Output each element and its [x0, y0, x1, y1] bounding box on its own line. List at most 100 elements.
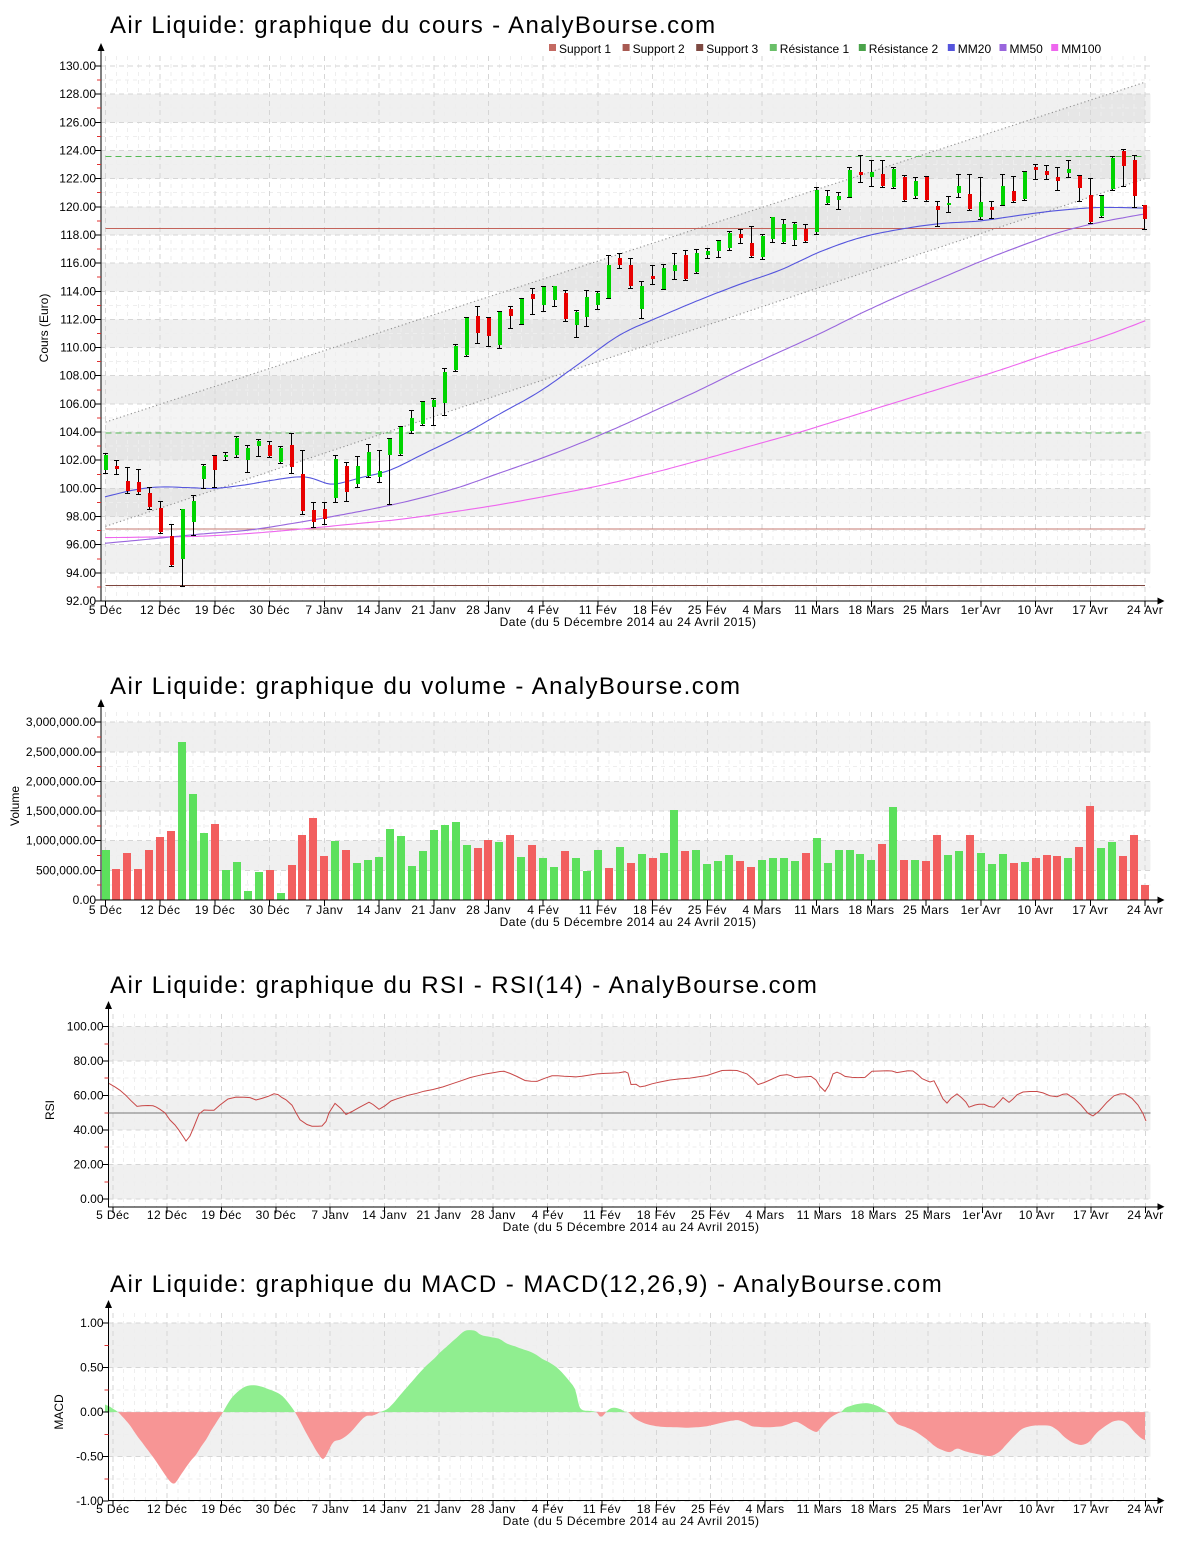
svg-text:28 Janv: 28 Janv — [471, 1208, 516, 1222]
svg-text:17 Avr: 17 Avr — [1072, 903, 1108, 917]
svg-text:500,000.00: 500,000.00 — [36, 863, 96, 877]
svg-text:Cours (Euro): Cours (Euro) — [37, 294, 51, 363]
svg-text:18 Mars: 18 Mars — [848, 903, 894, 917]
svg-text:Air Liquide: graphique du RSI: Air Liquide: graphique du RSI - RSI(14) … — [110, 972, 818, 999]
svg-text:7 Janv: 7 Janv — [311, 1208, 349, 1222]
svg-text:10 Avr: 10 Avr — [1017, 603, 1053, 617]
svg-text:104.00: 104.00 — [59, 425, 96, 439]
svg-text:24 Avr: 24 Avr — [1127, 1208, 1163, 1222]
svg-text:4 Fév: 4 Fév — [532, 1208, 564, 1222]
svg-text:21 Janv: 21 Janv — [416, 1502, 461, 1516]
svg-text:Résistance 2: Résistance 2 — [869, 42, 939, 56]
svg-text:5 Déc: 5 Déc — [96, 1502, 129, 1516]
svg-text:14 Janv: 14 Janv — [357, 603, 402, 617]
svg-text:21 Janv: 21 Janv — [411, 903, 456, 917]
svg-text:2,000,000.00: 2,000,000.00 — [26, 774, 96, 788]
svg-text:7 Janv: 7 Janv — [305, 603, 343, 617]
svg-text:1,000,000.00: 1,000,000.00 — [26, 834, 96, 848]
svg-text:Date (du 5 Décembre 2014 au 24: Date (du 5 Décembre 2014 au 24 Avril 201… — [500, 915, 757, 929]
svg-text:24 Avr: 24 Avr — [1127, 1502, 1163, 1516]
svg-text:Air Liquide: graphique du MACD: Air Liquide: graphique du MACD - MACD(12… — [110, 1271, 943, 1298]
svg-text:124.00: 124.00 — [59, 144, 96, 158]
svg-text:18 Mars: 18 Mars — [848, 603, 894, 617]
svg-text:2,500,000.00: 2,500,000.00 — [26, 745, 96, 759]
svg-text:18 Fév: 18 Fév — [633, 603, 672, 617]
svg-text:28 Janv: 28 Janv — [466, 903, 511, 917]
svg-text:110.00: 110.00 — [60, 341, 96, 355]
svg-text:25 Mars: 25 Mars — [903, 903, 949, 917]
svg-text:3,000,000.00: 3,000,000.00 — [26, 715, 96, 729]
svg-text:MM100: MM100 — [1061, 42, 1101, 56]
svg-text:5 Déc: 5 Déc — [96, 1208, 129, 1222]
svg-text:7 Janv: 7 Janv — [305, 903, 343, 917]
svg-text:108.00: 108.00 — [59, 369, 96, 383]
svg-text:12 Déc: 12 Déc — [147, 1208, 187, 1222]
svg-text:1er Avr: 1er Avr — [961, 903, 1002, 917]
svg-text:Résistance 1: Résistance 1 — [780, 42, 850, 56]
svg-text:4 Mars: 4 Mars — [742, 603, 781, 617]
svg-text:18 Fév: 18 Fév — [637, 1502, 676, 1516]
svg-text:4 Fév: 4 Fév — [527, 903, 559, 917]
svg-text:5 Déc: 5 Déc — [89, 903, 122, 917]
svg-text:1er Avr: 1er Avr — [962, 1502, 1003, 1516]
svg-text:12 Déc: 12 Déc — [140, 903, 180, 917]
svg-text:RSI: RSI — [43, 1100, 57, 1120]
svg-text:-1.00: -1.00 — [76, 1494, 104, 1508]
svg-text:80.00: 80.00 — [73, 1054, 103, 1068]
svg-text:114.00: 114.00 — [60, 284, 96, 298]
svg-text:60.00: 60.00 — [73, 1089, 103, 1103]
svg-text:24 Avr: 24 Avr — [1127, 603, 1163, 617]
svg-text:18 Fév: 18 Fév — [637, 1208, 676, 1222]
svg-text:21 Janv: 21 Janv — [416, 1208, 461, 1222]
svg-text:25 Mars: 25 Mars — [905, 1502, 951, 1516]
svg-text:0.00: 0.00 — [73, 893, 97, 907]
svg-text:18 Mars: 18 Mars — [851, 1502, 897, 1516]
svg-text:14 Janv: 14 Janv — [357, 903, 402, 917]
svg-text:11 Fév: 11 Fév — [579, 903, 617, 917]
svg-text:17 Avr: 17 Avr — [1073, 1502, 1109, 1516]
svg-text:10 Avr: 10 Avr — [1019, 1502, 1055, 1516]
svg-text:0.00: 0.00 — [80, 1405, 104, 1419]
svg-text:30 Déc: 30 Déc — [256, 1502, 296, 1516]
svg-text:19 Déc: 19 Déc — [201, 1502, 241, 1516]
svg-text:-0.50: -0.50 — [76, 1450, 104, 1464]
svg-text:MACD: MACD — [52, 1394, 66, 1430]
svg-text:25 Fév: 25 Fév — [688, 903, 727, 917]
svg-text:18 Mars: 18 Mars — [851, 1208, 897, 1222]
svg-text:Air Liquide: graphique du cour: Air Liquide: graphique du cours - AnalyB… — [110, 12, 716, 39]
svg-text:25 Mars: 25 Mars — [903, 603, 949, 617]
svg-text:4 Fév: 4 Fév — [532, 1502, 564, 1516]
svg-text:12 Déc: 12 Déc — [140, 603, 180, 617]
svg-text:30 Déc: 30 Déc — [249, 603, 289, 617]
svg-text:106.00: 106.00 — [59, 397, 96, 411]
svg-text:14 Janv: 14 Janv — [362, 1208, 407, 1222]
svg-text:17 Avr: 17 Avr — [1073, 1208, 1109, 1222]
svg-text:25 Fév: 25 Fév — [688, 603, 727, 617]
svg-text:20.00: 20.00 — [73, 1158, 103, 1172]
svg-text:100.00: 100.00 — [59, 481, 96, 495]
svg-text:1.00: 1.00 — [80, 1316, 104, 1330]
svg-text:122.00: 122.00 — [59, 172, 96, 186]
svg-text:1er Avr: 1er Avr — [961, 603, 1002, 617]
svg-text:Volume: Volume — [8, 786, 22, 826]
svg-text:30 Déc: 30 Déc — [256, 1208, 296, 1222]
svg-text:17 Avr: 17 Avr — [1072, 603, 1108, 617]
svg-text:30 Déc: 30 Déc — [249, 903, 289, 917]
svg-text:10 Avr: 10 Avr — [1017, 903, 1053, 917]
svg-text:25 Fév: 25 Fév — [691, 1502, 730, 1516]
svg-text:Air Liquide: graphique du volu: Air Liquide: graphique du volume - Analy… — [110, 673, 741, 700]
svg-text:126.00: 126.00 — [59, 115, 96, 129]
svg-text:120.00: 120.00 — [59, 200, 96, 214]
svg-text:10 Avr: 10 Avr — [1019, 1208, 1055, 1222]
svg-text:130.00: 130.00 — [59, 59, 96, 73]
svg-text:19 Déc: 19 Déc — [195, 603, 235, 617]
svg-text:40.00: 40.00 — [73, 1123, 103, 1137]
svg-text:7 Janv: 7 Janv — [311, 1502, 349, 1516]
svg-text:116.00: 116.00 — [60, 256, 96, 270]
svg-text:21 Janv: 21 Janv — [411, 603, 456, 617]
svg-text:0.00: 0.00 — [80, 1192, 104, 1206]
svg-text:12 Déc: 12 Déc — [147, 1502, 187, 1516]
svg-text:118.00: 118.00 — [60, 228, 96, 242]
svg-text:24 Avr: 24 Avr — [1127, 903, 1163, 917]
svg-text:Support 2: Support 2 — [633, 42, 685, 56]
